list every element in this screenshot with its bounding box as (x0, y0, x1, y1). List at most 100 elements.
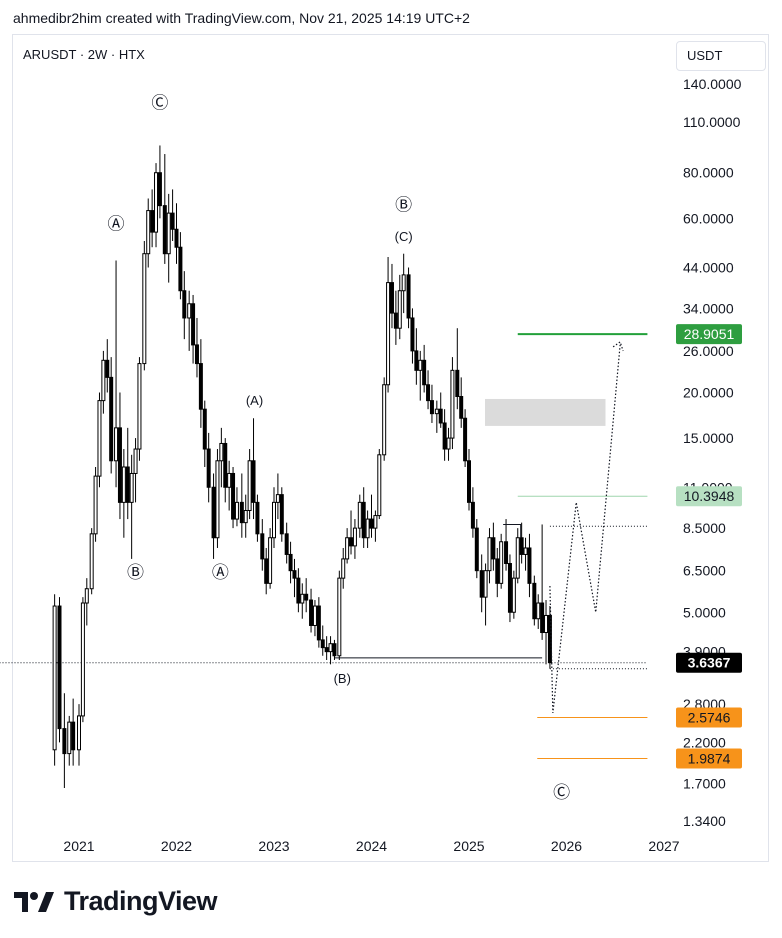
candle-body[interactable] (284, 533, 289, 555)
candle-body[interactable] (215, 460, 220, 539)
candle-body[interactable] (182, 290, 187, 319)
candle-body[interactable] (154, 172, 159, 233)
candle-body[interactable] (275, 494, 280, 503)
candle-body[interactable] (519, 537, 524, 555)
candle-body[interactable] (146, 210, 151, 255)
candle-body[interactable] (162, 205, 167, 255)
candle-body[interactable] (434, 408, 439, 415)
candle-body[interactable] (389, 282, 394, 314)
candle-body[interactable] (341, 558, 346, 579)
candle-body[interactable] (279, 494, 284, 535)
candle-body[interactable] (247, 460, 252, 512)
candle-body[interactable] (129, 472, 134, 503)
candle-body[interactable] (483, 570, 488, 598)
chart-panel[interactable] (12, 34, 769, 862)
candle-body[interactable] (125, 466, 130, 503)
candle-body[interactable] (137, 363, 142, 450)
candle-body[interactable] (77, 715, 81, 751)
candle-body[interactable] (499, 541, 504, 584)
candle-body[interactable] (166, 212, 171, 255)
candle-body[interactable] (397, 290, 402, 329)
candle-body[interactable] (365, 518, 370, 539)
candle-body[interactable] (467, 460, 471, 503)
candle-body[interactable] (377, 454, 382, 517)
candle-body[interactable] (312, 605, 317, 626)
candle-body[interactable] (455, 369, 460, 397)
candle-body[interactable] (62, 728, 67, 755)
candle-body[interactable] (515, 537, 520, 579)
candle-body[interactable] (234, 501, 239, 520)
candle-body[interactable] (71, 721, 76, 751)
candle-body[interactable] (523, 547, 528, 555)
candle-body[interactable] (260, 533, 265, 560)
candle-body[interactable] (304, 593, 309, 601)
candle-body[interactable] (410, 317, 415, 352)
projection-path[interactable] (549, 344, 621, 713)
candle-body[interactable] (429, 400, 434, 415)
candle-body[interactable] (487, 537, 492, 572)
currency-button[interactable]: USDT (676, 41, 766, 71)
candle-body[interactable] (239, 501, 244, 524)
candle-body[interactable] (450, 369, 455, 439)
candle-body[interactable] (194, 344, 199, 365)
candle-body[interactable] (255, 501, 260, 535)
candle-body[interactable] (89, 533, 94, 590)
candle-body[interactable] (463, 417, 468, 462)
candle-body[interactable] (52, 605, 57, 751)
candle-body[interactable] (345, 537, 350, 560)
candle-body[interactable] (540, 602, 545, 634)
candle-body[interactable] (527, 547, 532, 584)
symbol-legend[interactable]: ARUSDT · 2W · HTX (23, 47, 145, 62)
candle-body[interactable] (227, 472, 232, 488)
candle-body[interactable] (324, 647, 329, 653)
candle-body[interactable] (373, 515, 378, 529)
price-label-box[interactable] (676, 707, 742, 728)
candle-body[interactable] (504, 541, 509, 565)
candle-body[interactable] (382, 384, 387, 456)
candle-body[interactable] (369, 518, 374, 529)
price-label-box[interactable] (676, 324, 742, 345)
price-label-box[interactable] (676, 652, 742, 673)
candle-body[interactable] (459, 395, 464, 419)
candle-body[interactable] (337, 577, 342, 657)
candle-body[interactable] (272, 501, 276, 539)
tradingview-logo[interactable]: TradingView (14, 886, 218, 917)
candle-body[interactable] (243, 510, 248, 524)
candle-body[interactable] (170, 212, 175, 230)
candle-body[interactable] (198, 363, 203, 410)
candle-body[interactable] (328, 643, 333, 653)
candle-body[interactable] (206, 448, 211, 488)
candle-body[interactable] (121, 466, 126, 503)
candle-body[interactable] (211, 486, 216, 539)
candle-body[interactable] (316, 605, 321, 641)
candle-body[interactable] (507, 563, 512, 613)
candle-body[interactable] (202, 408, 207, 450)
candle-body[interactable] (320, 639, 325, 649)
candle-body[interactable] (84, 588, 89, 604)
candle-body[interactable] (117, 427, 122, 503)
candle-body[interactable] (80, 602, 85, 717)
candle-body[interactable] (114, 427, 119, 462)
candle-body[interactable] (446, 437, 451, 450)
candle-body[interactable] (174, 228, 179, 248)
candle-body[interactable] (157, 172, 162, 207)
candle-body[interactable] (142, 253, 147, 365)
candle-body[interactable] (352, 527, 357, 547)
candle-body[interactable] (474, 527, 479, 572)
candle-body[interactable] (105, 359, 110, 378)
candle-body[interactable] (438, 408, 443, 424)
candle-body[interactable] (442, 422, 447, 450)
candle-body[interactable] (219, 442, 224, 462)
candle-body[interactable] (187, 303, 192, 319)
candle-body[interactable] (309, 599, 314, 626)
candle-body[interactable] (470, 501, 475, 529)
candle-body[interactable] (332, 643, 337, 657)
candle-body[interactable] (300, 593, 305, 604)
candle-body[interactable] (231, 472, 236, 520)
candle-body[interactable] (357, 501, 362, 529)
candle-body[interactable] (223, 442, 228, 488)
candle-body[interactable] (386, 282, 391, 386)
candle-body[interactable] (426, 384, 431, 402)
candle-body[interactable] (479, 570, 484, 598)
candle-body[interactable] (97, 400, 102, 477)
